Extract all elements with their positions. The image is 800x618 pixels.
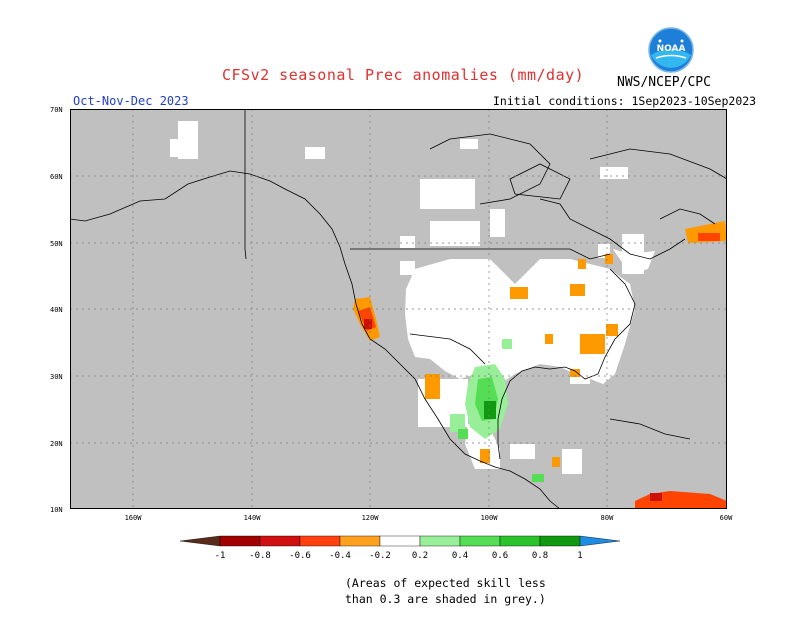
dry-anomaly-areas bbox=[353, 221, 727, 509]
wet-anomaly-areas bbox=[450, 339, 544, 482]
legend-tick-label: -0.4 bbox=[329, 551, 351, 561]
lat-label-40n: 40N bbox=[50, 306, 63, 314]
lat-label-50n: 50N bbox=[50, 240, 63, 248]
legend-tick-label: 1 bbox=[577, 551, 582, 561]
lat-label-30n: 30N bbox=[50, 373, 63, 381]
legend-color-box bbox=[539, 535, 581, 547]
legend-color-box bbox=[579, 535, 621, 547]
noaa-logo-icon: NOAA bbox=[648, 27, 694, 73]
legend-color-box bbox=[339, 535, 381, 547]
svg-text:NOAA: NOAA bbox=[657, 44, 686, 54]
lon-label-160w: 160W bbox=[124, 514, 142, 522]
legend-tick-label: -0.8 bbox=[249, 551, 271, 561]
lat-label-10n: 10N bbox=[50, 506, 63, 514]
legend-color-box bbox=[179, 535, 221, 547]
lon-label-80w: 80W bbox=[600, 514, 614, 522]
legend-tick-label: 0.6 bbox=[492, 551, 508, 561]
legend-color-box bbox=[219, 535, 261, 547]
legend-color-box bbox=[459, 535, 501, 547]
legend-color-box bbox=[499, 535, 541, 547]
map-title: CFSv2 seasonal Prec anomalies (mm/day) bbox=[222, 66, 585, 84]
lon-label-140w: 140W bbox=[243, 514, 261, 522]
legend-color-box bbox=[299, 535, 341, 547]
graticule bbox=[70, 109, 727, 509]
legend-color-box bbox=[259, 535, 301, 547]
precip-anomaly-map bbox=[70, 109, 727, 509]
legend-color-box bbox=[419, 535, 461, 547]
lat-label-60n: 60N bbox=[50, 173, 63, 181]
agency-label: NWS/NCEP/CPC bbox=[617, 75, 711, 90]
forecast-period: Oct-Nov-Dec 2023 bbox=[73, 94, 189, 108]
lat-label-20n: 20N bbox=[50, 440, 63, 448]
map-frame bbox=[70, 109, 727, 509]
initial-conditions: Initial conditions: 1Sep2023-10Sep2023 bbox=[493, 94, 757, 108]
lon-label-60w: 60W bbox=[719, 514, 733, 522]
skill-note-line-2: than 0.3 are shaded in grey.) bbox=[345, 592, 546, 606]
legend-tick-label: -0.2 bbox=[369, 551, 391, 561]
legend-color-box bbox=[379, 535, 421, 547]
legend-tick-label: 0.4 bbox=[452, 551, 468, 561]
legend-tick-label: -0.6 bbox=[289, 551, 311, 561]
coastlines bbox=[70, 109, 727, 509]
color-legend: -1 -0.8 -0.6 -0.4 -0.2 0.2 0.4 0.6 0.8 1 bbox=[179, 535, 621, 561]
legend-tick-label: -1 bbox=[215, 551, 226, 561]
legend-tick-label: 0.8 bbox=[532, 551, 548, 561]
lon-label-120w: 120W bbox=[361, 514, 379, 522]
skill-note: (Areas of expected skill less than 0.3 a… bbox=[345, 575, 546, 607]
lat-label-70n: 70N bbox=[50, 106, 63, 114]
legend-tick-label: 0.2 bbox=[412, 551, 428, 561]
lon-label-100w: 100W bbox=[480, 514, 498, 522]
skill-note-line-1: (Areas of expected skill less bbox=[345, 576, 546, 590]
